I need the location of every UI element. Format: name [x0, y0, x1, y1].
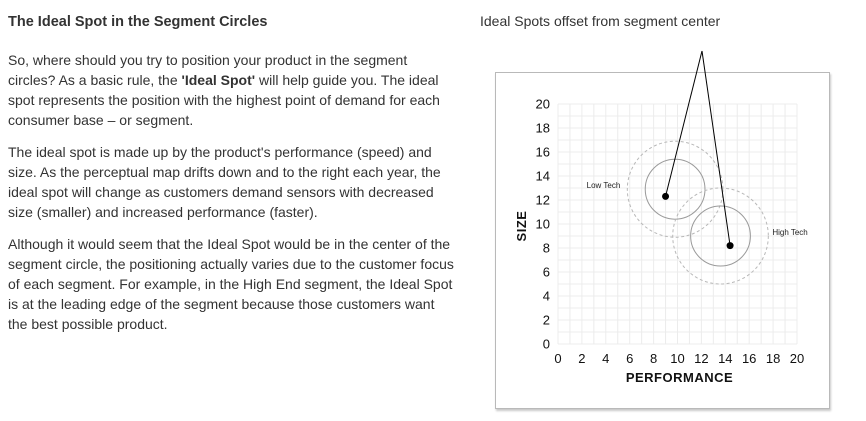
segment-outer-circle [626, 140, 724, 238]
x-tick-label: 8 [650, 351, 657, 366]
segment-label: Low Tech [587, 181, 621, 190]
segment-inner-circle [644, 158, 706, 220]
ideal-spot-pointer-line [701, 50, 731, 246]
x-tick-label: 4 [602, 351, 609, 366]
segment-label: High Tech [772, 228, 807, 237]
segment-outer-circle [672, 187, 769, 285]
y-tick-label: 10 [536, 217, 550, 232]
x-tick-label: 0 [554, 351, 561, 366]
y-tick-label: 8 [543, 241, 550, 256]
y-tick-label: 20 [536, 97, 550, 112]
paragraph-3: Although it would seem that the Ideal Sp… [8, 236, 454, 332]
x-axis-title: PERFORMANCE [626, 370, 733, 385]
x-tick-label: 12 [694, 351, 708, 366]
ideal-spot-term: 'Ideal Spot' [181, 72, 256, 88]
y-tick-label: 2 [543, 313, 550, 328]
paragraph-1: So, where should you try to position you… [8, 50, 456, 130]
paragraph-1-part-c: will help guide you. The ideal spot repr… [8, 72, 440, 128]
x-tick-label: 14 [718, 351, 732, 366]
x-tick-label: 6 [626, 351, 633, 366]
paragraph-2: The ideal spot is made up by the product… [8, 144, 441, 220]
segment-inner-circle [690, 205, 751, 267]
y-tick-label: 4 [543, 289, 550, 304]
x-tick-label: 18 [766, 351, 780, 366]
x-tick-label: 16 [742, 351, 756, 366]
y-tick-label: 18 [536, 121, 550, 136]
x-tick-label: 2 [578, 351, 585, 366]
ideal-spot-dot [726, 242, 734, 250]
ideal-spot-dot [662, 192, 670, 200]
y-axis-title: SIZE [514, 211, 529, 242]
paragraph-1-part-a: So, where should you try to position you… [8, 52, 408, 88]
figure-caption: Ideal Spots offset from segment center [480, 13, 721, 29]
y-tick-label: 14 [536, 169, 550, 184]
x-tick-label: 10 [670, 351, 684, 366]
ideal-spot-pointer-line [665, 50, 703, 197]
article-heading: The Ideal Spot in the Segment Circles [8, 14, 268, 30]
y-tick-label: 12 [536, 193, 550, 208]
y-tick-label: 16 [536, 145, 550, 160]
article: The Ideal Spot in the Segment Circles So… [8, 12, 456, 346]
y-tick-label: 6 [543, 265, 550, 280]
y-tick-label: 0 [543, 337, 550, 352]
x-tick-label: 20 [790, 351, 804, 366]
